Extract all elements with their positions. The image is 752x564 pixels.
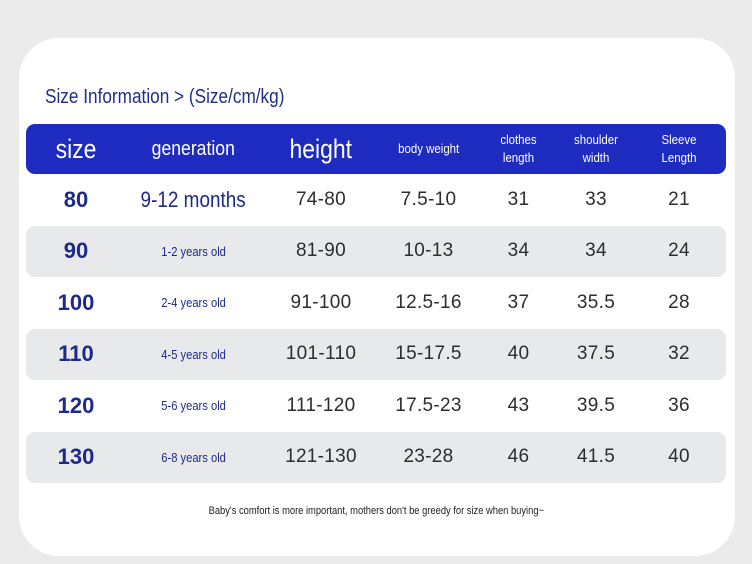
size-cell: 80	[63, 186, 89, 212]
generation-cell: 2-4 years old	[161, 295, 226, 311]
size-cell: 100	[57, 289, 95, 315]
shoulder-width-cell: 33	[585, 188, 607, 210]
height-cell: 91-100	[290, 291, 352, 313]
sleeve-length-cell: 21	[668, 188, 690, 210]
height-cell: 111-120	[286, 394, 356, 416]
generation-cell: 9-12 months	[140, 186, 247, 212]
header-generation: generation	[151, 137, 236, 160]
sleeve-length-cell: 40	[668, 446, 690, 468]
generation-cell: 6-8 years old	[161, 449, 226, 465]
size-table: size generation height body weight cloth…	[26, 124, 726, 483]
clothes-length-cell: 34	[507, 240, 530, 262]
sleeve-length-cell: 28	[668, 291, 690, 313]
size-cell: 90	[63, 238, 89, 264]
body-weight-cell: 12.5-16	[395, 291, 462, 313]
generation-cell: 1-2 years old	[161, 243, 226, 259]
body-weight-cell: 15-17.5	[395, 343, 462, 365]
clothes-length-cell: 31	[507, 188, 530, 210]
table-row: 110 4-5 years old 101-110 15-17.5 40 37.…	[26, 328, 726, 380]
table-row: 130 6-8 years old 121-130 23-28 46 41.5 …	[26, 431, 726, 483]
table-row: 80 9-12 months 74-80 7.5-10 31 33 21	[26, 174, 726, 226]
body-weight-cell: 17.5-23	[395, 394, 462, 416]
footer-note: Baby's comfort is more important, mother…	[208, 505, 544, 517]
table-row: 90 1-2 years old 81-90 10-13 34 34 24	[26, 225, 726, 277]
clothes-length-cell: 40	[507, 343, 530, 365]
body-weight-cell: 10-13	[403, 240, 454, 262]
clothes-length-cell: 46	[507, 446, 530, 468]
shoulder-width-cell: 41.5	[576, 446, 616, 468]
header-body-weight: body weight	[397, 141, 460, 156]
sleeve-length-cell: 24	[668, 240, 690, 262]
header-shoulder-width: shoulder width	[574, 132, 618, 165]
table-row: 120 5-6 years old 111-120 17.5-23 43 39.…	[26, 380, 726, 432]
shoulder-width-cell: 39.5	[576, 394, 616, 416]
body-weight-cell: 23-28	[403, 446, 454, 468]
header-height: height	[289, 133, 353, 164]
table-header-row: size generation height body weight cloth…	[26, 124, 726, 174]
sleeve-length-cell: 36	[668, 394, 690, 416]
generation-cell: 4-5 years old	[161, 346, 226, 362]
header-sleeve-length: Sleeve Length	[661, 132, 697, 165]
height-cell: 81-90	[295, 240, 347, 262]
body-weight-cell: 7.5-10	[400, 188, 457, 210]
page-title: Size Information > (Size/cm/kg)	[45, 86, 285, 108]
size-cell: 130	[57, 444, 95, 470]
table-row: 100 2-4 years old 91-100 12.5-16 37 35.5…	[26, 277, 726, 329]
sleeve-length-cell: 32	[668, 343, 690, 365]
shoulder-width-cell: 37.5	[576, 343, 616, 365]
shoulder-width-cell: 34	[585, 240, 607, 262]
generation-cell: 5-6 years old	[161, 398, 226, 414]
height-cell: 121-130	[285, 446, 357, 468]
size-cell: 110	[58, 341, 94, 367]
shoulder-width-cell: 35.5	[576, 291, 616, 313]
height-cell: 74-80	[295, 188, 347, 210]
height-cell: 101-110	[285, 343, 357, 365]
size-cell: 120	[57, 392, 95, 418]
clothes-length-cell: 43	[507, 394, 530, 416]
header-clothes-length: clothes length	[500, 132, 537, 165]
header-size: size	[55, 133, 97, 164]
clothes-length-cell: 37	[507, 291, 530, 313]
